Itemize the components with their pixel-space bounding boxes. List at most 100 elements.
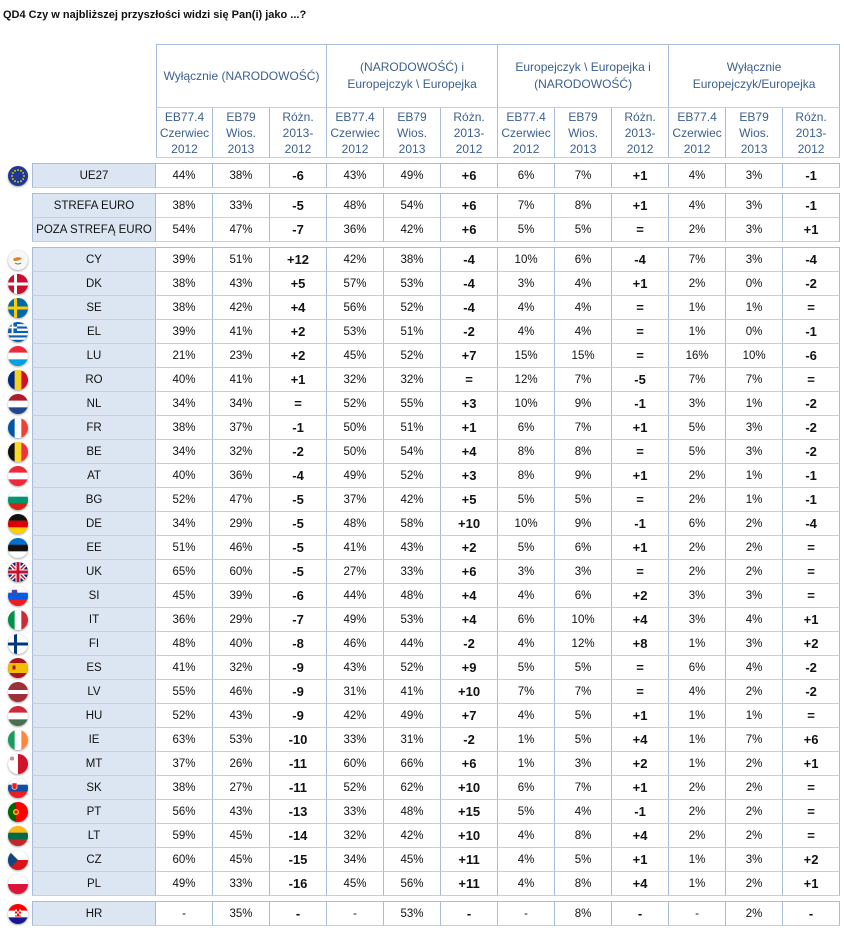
value-cell: 7% <box>669 247 727 272</box>
diff-cell: -4 <box>441 272 499 296</box>
diff-cell: -4 <box>612 247 670 272</box>
row-label: DE <box>32 512 156 536</box>
value-cell: 53% <box>384 901 442 926</box>
diff-cell: -2 <box>783 392 841 416</box>
value-cell: 42% <box>384 488 442 512</box>
diff-cell: +1 <box>783 872 841 896</box>
value-cell: 37% <box>156 752 213 776</box>
value-cell: 38% <box>156 416 213 440</box>
value-cell: 1% <box>498 752 556 776</box>
diff-cell: -2 <box>783 416 841 440</box>
sub-header-eb79: EB79 Wios. 2013 <box>555 108 613 158</box>
diff-cell: +2 <box>270 344 328 368</box>
diff-cell: +3 <box>441 392 499 416</box>
diff-cell: = <box>612 656 670 680</box>
diff-cell: +1 <box>612 704 670 728</box>
flag-uk-icon <box>8 562 28 582</box>
flag-cy-icon <box>8 249 28 270</box>
value-cell: 43% <box>213 800 270 824</box>
value-cell: 6% <box>498 608 556 632</box>
value-cell: 38% <box>156 776 213 800</box>
value-cell: 4% <box>498 848 556 872</box>
table-row: UK 65% 60% -5 27% 33% +6 3% 3% = 2% 2% = <box>4 560 841 584</box>
table-row: CY 39% 51% +12 42% 38% -4 10% 6% -4 7% 3% -4 <box>4 247 841 272</box>
flag-el-icon <box>8 322 28 342</box>
value-cell: 7% <box>726 728 784 752</box>
table-row: DK 38% 43% +5 57% 53% -4 3% 4% +1 2% 0% -2 <box>4 272 841 296</box>
diff-cell: -13 <box>270 800 328 824</box>
table-row: MT 37% 26% -11 60% 66% +6 1% 3% +2 1% 2% +1 <box>4 752 841 776</box>
value-cell: 48% <box>156 632 213 656</box>
flag-pt-icon <box>8 802 28 822</box>
table-row: PT 56% 43% -13 33% 48% +15 5% 4% -1 2% 2% = <box>4 800 841 824</box>
value-cell: 3% <box>669 584 727 608</box>
flag-cell <box>4 776 32 800</box>
value-cell: 62% <box>384 776 442 800</box>
row-label: HU <box>32 704 156 728</box>
value-cell: 39% <box>156 320 213 344</box>
diff-cell: -1 <box>783 163 841 188</box>
table-body: UE27 44% 38% -6 43% 49% +6 6% 7% +1 4% 3% -1 STREFA E… <box>4 158 841 926</box>
value-cell: 49% <box>156 872 213 896</box>
row-label: RO <box>32 368 156 392</box>
value-cell: 34% <box>156 440 213 464</box>
diff-cell: -2 <box>441 728 499 752</box>
diff-cell: -8 <box>270 632 328 656</box>
value-cell: 33% <box>213 193 270 218</box>
value-cell: 52% <box>327 776 385 800</box>
diff-cell: -6 <box>783 344 841 368</box>
flag-at-icon <box>8 466 28 486</box>
value-cell: 3% <box>726 440 784 464</box>
value-cell: 48% <box>327 512 385 536</box>
diff-cell: +5 <box>441 488 499 512</box>
value-cell: 4% <box>669 680 727 704</box>
value-cell: 4% <box>498 632 556 656</box>
value-cell: 2% <box>726 872 784 896</box>
row-label: IE <box>32 728 156 752</box>
value-cell: 12% <box>555 632 613 656</box>
value-cell: 53% <box>384 608 442 632</box>
diff-cell: +1 <box>612 193 670 218</box>
value-cell: 1% <box>726 704 784 728</box>
diff-cell: -14 <box>270 824 328 848</box>
value-cell: 43% <box>327 656 385 680</box>
table-row: CZ 60% 45% -15 34% 45% +11 4% 5% +1 1% 3% +2 <box>4 848 841 872</box>
value-cell: 4% <box>498 584 556 608</box>
diff-cell: +7 <box>441 704 499 728</box>
flag-cell <box>4 680 32 704</box>
value-cell: 45% <box>327 872 385 896</box>
row-label: UK <box>32 560 156 584</box>
value-cell: 1% <box>669 320 727 344</box>
value-cell: 57% <box>327 272 385 296</box>
value-cell: 34% <box>327 848 385 872</box>
row-label: POZA STREFĄ EURO <box>32 218 156 242</box>
flag-hu-icon <box>8 706 28 726</box>
diff-cell: -2 <box>783 272 841 296</box>
table-row: UE27 44% 38% -6 43% 49% +6 6% 7% +1 4% 3% -1 <box>4 163 841 188</box>
value-cell: 45% <box>327 344 385 368</box>
value-cell: 7% <box>555 368 613 392</box>
value-cell: 38% <box>384 247 442 272</box>
diff-cell: +4 <box>441 608 499 632</box>
value-cell: 5% <box>669 416 727 440</box>
value-cell: 1% <box>669 632 727 656</box>
value-cell: 56% <box>384 872 442 896</box>
value-cell: 4% <box>498 872 556 896</box>
diff-cell: +9 <box>441 656 499 680</box>
value-cell: 51% <box>156 536 213 560</box>
diff-cell: -1 <box>783 488 841 512</box>
value-cell: 5% <box>498 656 556 680</box>
group-header-national-and-european: (NARODOWOŚĆ) i Europejczyk \ Europejka <box>327 44 499 108</box>
diff-cell: -1 <box>270 416 328 440</box>
value-cell: 3% <box>498 560 556 584</box>
value-cell: 6% <box>555 584 613 608</box>
diff-cell: -2 <box>783 656 841 680</box>
value-cell: 15% <box>555 344 613 368</box>
flag-be-icon <box>8 442 28 462</box>
value-cell: 55% <box>156 680 213 704</box>
value-cell: 3% <box>669 392 727 416</box>
value-cell: 34% <box>156 512 213 536</box>
value-cell: 36% <box>213 464 270 488</box>
diff-cell: +2 <box>612 752 670 776</box>
diff-cell: -1 <box>612 800 670 824</box>
